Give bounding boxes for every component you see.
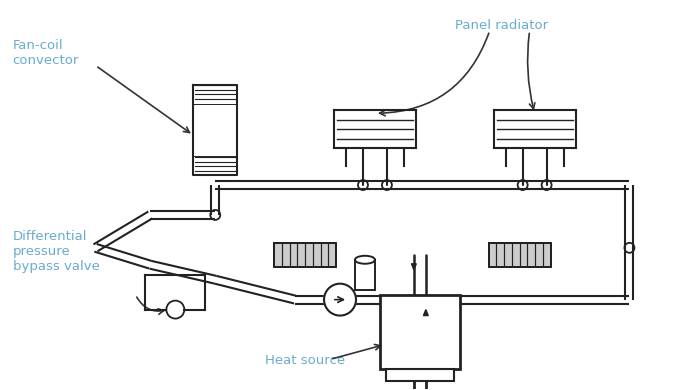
FancyBboxPatch shape [380,294,460,369]
Polygon shape [412,264,416,270]
Text: Fan-coil
convector: Fan-coil convector [13,39,79,67]
FancyBboxPatch shape [386,369,454,381]
Text: Panel radiator: Panel radiator [455,19,548,32]
FancyBboxPatch shape [489,243,551,267]
Circle shape [324,284,356,316]
Ellipse shape [355,256,375,264]
Text: Heat source: Heat source [265,355,345,367]
Polygon shape [424,310,428,316]
FancyBboxPatch shape [274,243,336,267]
Text: Differential
pressure
bypass valve: Differential pressure bypass valve [13,230,99,273]
FancyBboxPatch shape [355,260,375,290]
